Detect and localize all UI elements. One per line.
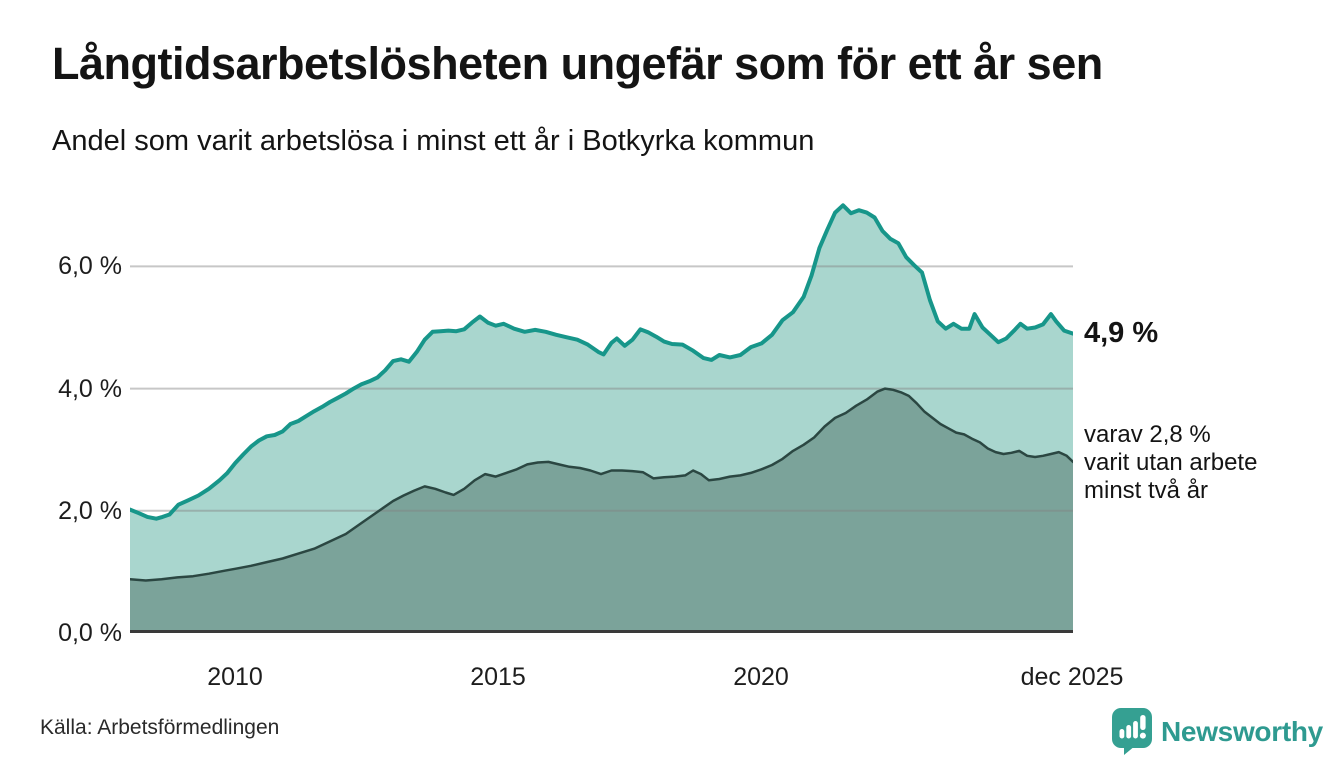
chart-subtitle: Andel som varit arbetslösa i minst ett å… [52, 125, 815, 157]
x-tick-2015: 2015 [470, 663, 526, 691]
two-year-annotation-line2: varit utan arbete [1084, 449, 1258, 476]
two-year-annotation-line3: minst två år [1084, 477, 1209, 504]
total-end-value-label: 4,9 % [1084, 317, 1159, 349]
x-tick-2010: 2010 [207, 663, 263, 691]
y-tick-6: 6,0 % [58, 252, 122, 280]
newsworthy-bubble-chart-icon [1112, 708, 1152, 755]
y-tick-4: 4,0 % [58, 375, 122, 403]
x-tick-dec-2025: dec 2025 [1020, 663, 1124, 691]
two-year-annotation: varav 2,8 % varit utan arbete minst två … [1084, 421, 1257, 505]
two-year-annotation-line1: varav 2,8 % [1084, 421, 1211, 448]
x-tick-2020: 2020 [733, 663, 789, 691]
y-tick-0: 0,0 % [58, 619, 122, 647]
source-credit: Källa: Arbetsförmedlingen [40, 716, 280, 739]
area-chart-canvas [130, 203, 1073, 634]
newsworthy-logo: Newsworthy [1112, 708, 1323, 755]
page-title: Långtidsarbetslösheten ungefär som för e… [52, 38, 1103, 89]
y-tick-2: 2,0 % [58, 497, 122, 525]
newsworthy-wordmark: Newsworthy [1161, 715, 1323, 747]
